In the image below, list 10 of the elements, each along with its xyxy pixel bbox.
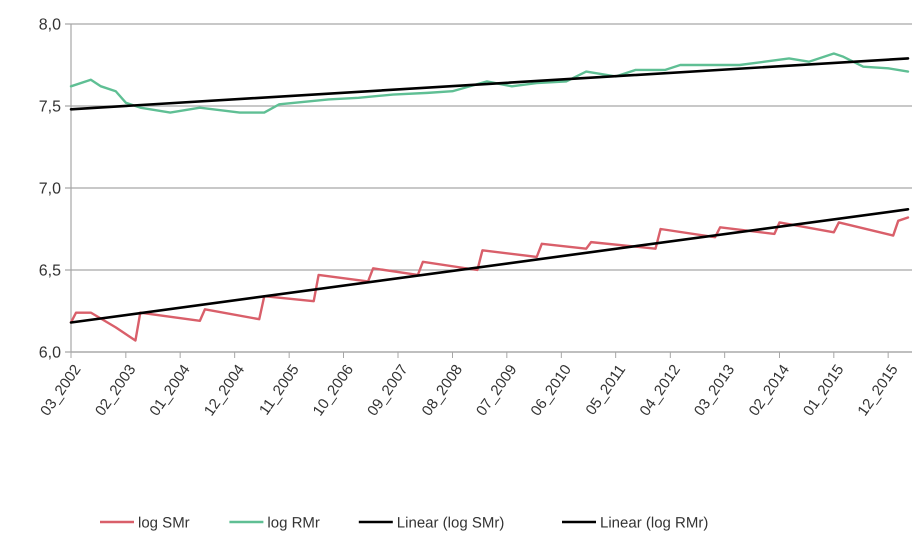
legend-label: log RMr — [267, 514, 320, 532]
legend-label: Linear (log SMr) — [396, 514, 504, 532]
y-tick-label: 6,0 — [38, 344, 62, 362]
y-tick-label: 7,5 — [38, 98, 62, 116]
legend-label: Linear (log RMr) — [600, 514, 708, 532]
legend-label: log SMr — [138, 514, 190, 532]
y-tick-label: 8,0 — [38, 16, 62, 34]
y-tick-label: 7,0 — [38, 180, 62, 198]
line-series — [70, 216, 910, 342]
y-tick-label: 6,5 — [38, 262, 62, 280]
